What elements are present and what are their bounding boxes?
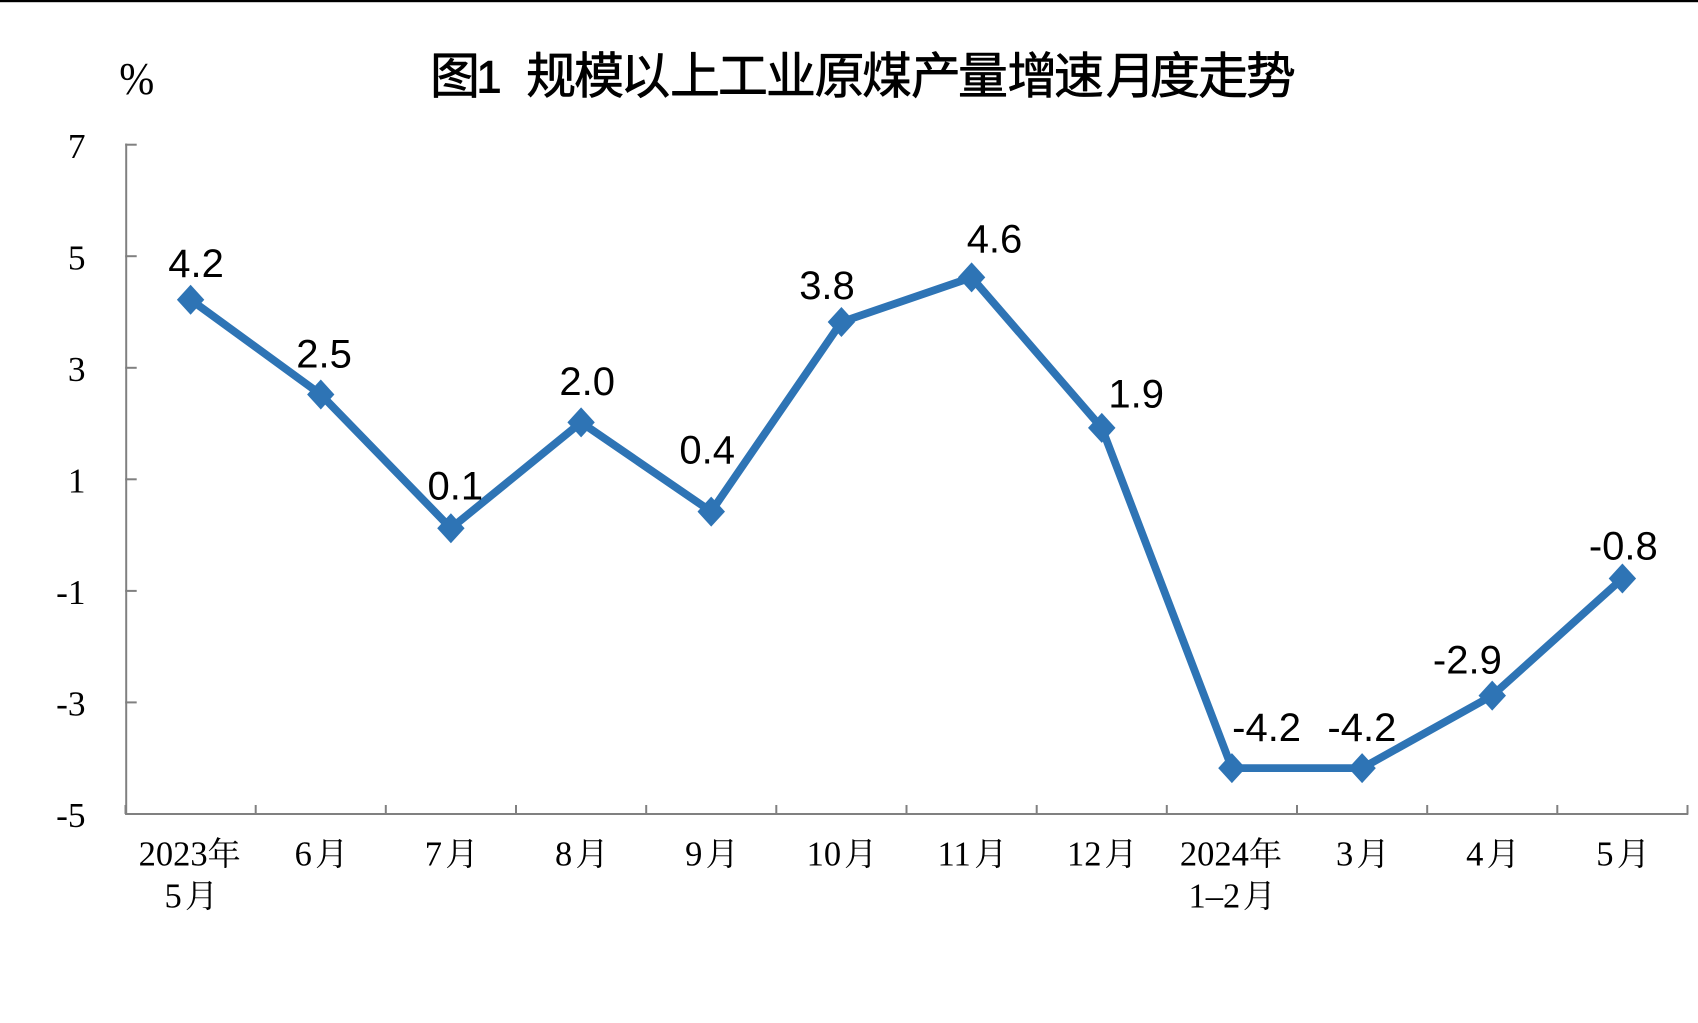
svg-text:4.6: 4.6 [967,217,1023,261]
svg-text:1–2: 1–2 [1189,878,1241,916]
svg-text:1: 1 [68,462,86,501]
svg-text:0.1: 0.1 [427,465,483,509]
svg-text:5: 5 [1596,836,1613,874]
svg-text:9: 9 [685,836,702,874]
svg-text:5: 5 [68,239,86,278]
svg-text:-4.2: -4.2 [1232,706,1301,750]
svg-text:-4.2: -4.2 [1327,706,1396,750]
svg-text:12: 12 [1067,836,1102,874]
svg-text:10: 10 [807,836,842,874]
svg-text:3.8: 3.8 [799,264,855,308]
svg-text:1.9: 1.9 [1108,373,1164,417]
svg-text:8: 8 [555,836,572,874]
svg-text:4: 4 [1466,836,1483,874]
svg-text:2023: 2023 [139,836,208,874]
svg-text:7: 7 [425,836,442,874]
svg-text:1: 1 [476,52,501,103]
svg-text:2024: 2024 [1180,836,1249,874]
svg-text:4.2: 4.2 [168,242,224,286]
svg-text:-0.8: -0.8 [1589,524,1658,568]
svg-text:7: 7 [68,127,86,166]
svg-text:5: 5 [164,878,181,916]
svg-text:11: 11 [937,836,970,874]
svg-text:-2.9: -2.9 [1433,638,1502,682]
svg-text:-1: -1 [56,573,85,612]
svg-text:-5: -5 [56,796,85,835]
svg-text:2.0: 2.0 [559,360,615,404]
svg-text:3: 3 [68,350,86,389]
svg-text:2.5: 2.5 [296,333,352,377]
svg-text:3: 3 [1336,836,1353,874]
svg-text:6: 6 [295,836,312,874]
svg-text:-3: -3 [56,685,85,724]
svg-text:%: % [119,54,154,104]
svg-text:0.4: 0.4 [679,428,735,472]
